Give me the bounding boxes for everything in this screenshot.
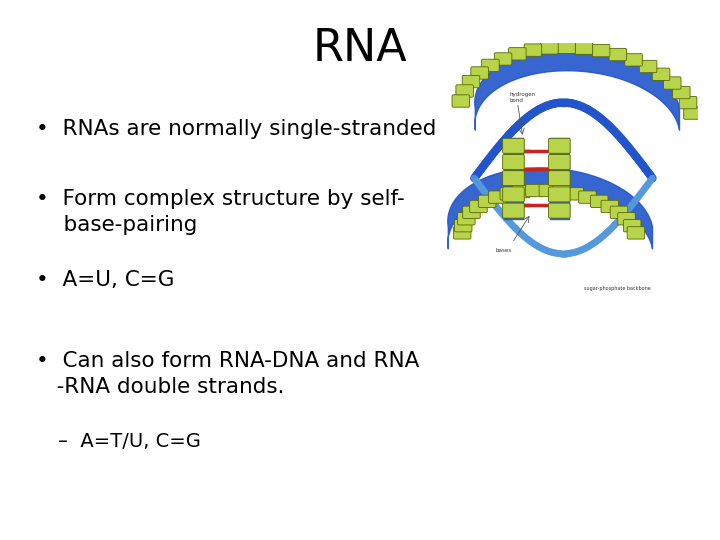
FancyBboxPatch shape <box>652 68 670 80</box>
Text: sugar-phosphate backbone: sugar-phosphate backbone <box>584 286 651 291</box>
FancyBboxPatch shape <box>452 95 469 107</box>
FancyBboxPatch shape <box>457 213 475 225</box>
FancyBboxPatch shape <box>482 59 499 72</box>
FancyBboxPatch shape <box>503 203 524 218</box>
FancyBboxPatch shape <box>679 97 697 109</box>
FancyBboxPatch shape <box>454 220 472 232</box>
Text: •  Can also form RNA-DNA and RNA
   -RNA double strands.: • Can also form RNA-DNA and RNA -RNA dou… <box>36 351 419 396</box>
Text: •  Form complex structure by self-
    base-pairing: • Form complex structure by self- base-p… <box>36 189 405 234</box>
FancyBboxPatch shape <box>611 206 628 219</box>
FancyBboxPatch shape <box>553 185 570 198</box>
FancyBboxPatch shape <box>456 85 474 97</box>
Text: •  A=U, C=G: • A=U, C=G <box>36 270 174 290</box>
FancyBboxPatch shape <box>549 154 570 170</box>
FancyBboxPatch shape <box>549 187 570 202</box>
Text: RNA: RNA <box>312 27 408 70</box>
FancyBboxPatch shape <box>579 191 596 203</box>
FancyBboxPatch shape <box>549 171 570 186</box>
FancyBboxPatch shape <box>478 195 496 207</box>
FancyBboxPatch shape <box>503 187 524 202</box>
FancyBboxPatch shape <box>539 184 557 197</box>
FancyBboxPatch shape <box>575 42 593 55</box>
FancyBboxPatch shape <box>471 67 488 79</box>
FancyBboxPatch shape <box>489 191 506 203</box>
FancyBboxPatch shape <box>549 203 570 218</box>
FancyBboxPatch shape <box>624 220 641 232</box>
FancyBboxPatch shape <box>500 188 518 200</box>
FancyBboxPatch shape <box>526 184 543 197</box>
FancyBboxPatch shape <box>609 49 626 60</box>
Text: bases: bases <box>496 248 512 253</box>
Text: •  RNAs are normally single-stranded: • RNAs are normally single-stranded <box>36 119 436 139</box>
FancyBboxPatch shape <box>601 200 618 213</box>
FancyBboxPatch shape <box>639 60 657 73</box>
FancyBboxPatch shape <box>566 188 583 200</box>
FancyBboxPatch shape <box>508 48 526 60</box>
FancyBboxPatch shape <box>503 154 524 170</box>
Text: hydrogen
bond: hydrogen bond <box>510 92 536 103</box>
FancyBboxPatch shape <box>663 77 681 89</box>
FancyBboxPatch shape <box>558 41 575 53</box>
FancyBboxPatch shape <box>463 206 480 219</box>
FancyBboxPatch shape <box>454 227 471 239</box>
FancyBboxPatch shape <box>462 76 480 88</box>
FancyBboxPatch shape <box>469 200 487 213</box>
FancyBboxPatch shape <box>549 138 570 153</box>
FancyBboxPatch shape <box>495 53 512 65</box>
FancyBboxPatch shape <box>684 107 701 119</box>
FancyBboxPatch shape <box>503 171 524 186</box>
FancyBboxPatch shape <box>590 195 608 207</box>
FancyBboxPatch shape <box>541 42 558 54</box>
FancyBboxPatch shape <box>593 44 610 57</box>
FancyBboxPatch shape <box>625 53 642 66</box>
FancyBboxPatch shape <box>618 213 635 225</box>
FancyBboxPatch shape <box>503 138 524 153</box>
FancyBboxPatch shape <box>524 44 541 56</box>
FancyBboxPatch shape <box>627 227 644 239</box>
FancyBboxPatch shape <box>672 86 690 99</box>
FancyBboxPatch shape <box>513 185 530 198</box>
Text: –  A=T/U, C=G: – A=T/U, C=G <box>58 432 200 451</box>
